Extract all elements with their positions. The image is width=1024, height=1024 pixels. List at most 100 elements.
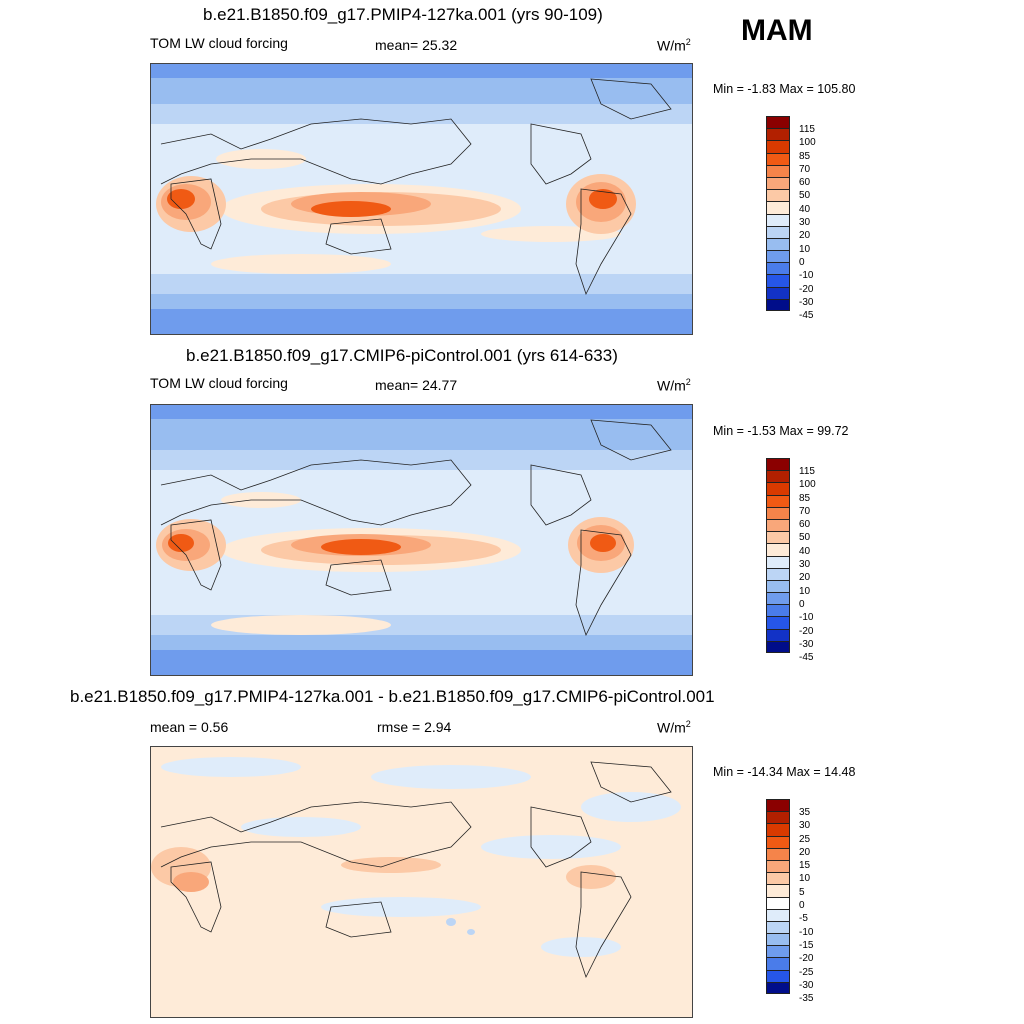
panel3-units: W/m2 <box>657 719 691 736</box>
colorbar-tick: 100 <box>799 479 816 491</box>
colorbar-tick: 40 <box>799 545 811 557</box>
colorbar-swatch <box>766 604 790 617</box>
colorbar-tick: 20 <box>799 846 811 858</box>
colorbar-swatch <box>766 981 790 994</box>
colorbar-tick: -10 <box>799 612 814 624</box>
panel1-variable: TOM LW cloud forcing <box>150 35 288 51</box>
colorbar-tick: 85 <box>799 150 811 162</box>
colorbar-tick: -45 <box>799 310 814 322</box>
panel2-map <box>150 404 693 676</box>
colorbar-swatch <box>766 969 790 982</box>
colorbar-tick: 35 <box>799 807 811 818</box>
colorbar-swatch <box>766 201 790 214</box>
colorbar-swatch <box>766 152 790 165</box>
panel2-units: W/m2 <box>657 377 691 394</box>
panel3-mean: mean = 0.56 <box>150 719 229 735</box>
colorbar-swatch <box>766 945 790 958</box>
colorbar-swatch <box>766 592 790 605</box>
panel1-colorbar <box>766 116 790 311</box>
colorbar-tick: 50 <box>799 532 811 544</box>
colorbar-swatch <box>766 494 790 507</box>
colorbar-tick: 0 <box>799 598 805 610</box>
colorbar-swatch <box>766 835 790 848</box>
colorbar-tick: 40 <box>799 203 811 215</box>
colorbar-tick: 20 <box>799 230 811 242</box>
colorbar-swatch <box>766 286 790 299</box>
colorbar-tick: 115 <box>799 124 815 135</box>
colorbar-tick: -20 <box>799 625 814 637</box>
colorbar-swatch <box>766 579 790 593</box>
panel1-title: b.e21.B1850.f09_g17.PMIP4-127ka.001 (yrs… <box>203 5 603 24</box>
colorbar-tick: -10 <box>799 926 814 938</box>
panel3-title: b.e21.B1850.f09_g17.PMIP4-127ka.001 - b.… <box>70 687 715 706</box>
colorbar-tick: -5 <box>799 913 808 925</box>
colorbar-tick: 10 <box>799 873 811 885</box>
panel3-colorbar-ticks: 35 30 25 20 15 10 5 0 -5 -10 -15 -20 -25… <box>799 806 813 1005</box>
colorbar-tick: -30 <box>799 296 814 308</box>
panel1-minmax: Min = -1.83 Max = 105.80 <box>713 82 856 96</box>
colorbar-swatch <box>766 458 790 471</box>
season-label: MAM <box>741 14 813 47</box>
colorbar-tick: 70 <box>799 163 811 175</box>
colorbar-tick: 15 <box>799 860 811 872</box>
panel2-colorbar-ticks: 115 100 85 70 60 50 40 30 20 10 0 -10 -2… <box>799 465 816 664</box>
colorbar-swatch <box>766 908 790 921</box>
colorbar-swatch <box>766 189 790 202</box>
colorbar-swatch <box>766 274 790 287</box>
colorbar-swatch <box>766 823 790 836</box>
colorbar-tick: 0 <box>799 900 805 912</box>
panel2-minmax: Min = -1.53 Max = 99.72 <box>713 424 849 438</box>
colorbar-tick: 30 <box>799 217 811 229</box>
panel1-mean: mean= 25.32 <box>375 37 458 53</box>
colorbar-swatch <box>766 482 790 495</box>
colorbar-swatch <box>766 213 790 226</box>
colorbar-swatch <box>766 555 790 568</box>
colorbar-tick: -35 <box>799 993 814 1005</box>
colorbar-swatch <box>766 884 790 897</box>
colorbar-swatch <box>766 298 790 311</box>
colorbar-swatch <box>766 811 790 824</box>
colorbar-tick: 25 <box>799 833 811 845</box>
colorbar-swatch <box>766 957 790 970</box>
panel3-map <box>150 746 693 1018</box>
colorbar-swatch <box>766 567 790 580</box>
colorbar-swatch <box>766 116 790 129</box>
panel1-colorbar-ticks: 115 100 85 70 60 50 40 30 20 10 0 -10 -2… <box>799 123 816 322</box>
colorbar-swatch <box>766 518 790 532</box>
colorbar-swatch <box>766 628 790 641</box>
colorbar-swatch <box>766 237 790 251</box>
colorbar-tick: -30 <box>799 638 814 650</box>
colorbar-tick: 115 <box>799 466 815 477</box>
colorbar-swatch <box>766 262 790 275</box>
colorbar-swatch <box>766 531 790 544</box>
panel1-units: W/m2 <box>657 37 691 54</box>
colorbar-swatch <box>766 470 790 483</box>
colorbar-tick: 50 <box>799 190 811 202</box>
colorbar-tick: 10 <box>799 243 811 255</box>
colorbar-swatch <box>766 933 790 946</box>
colorbar-swatch <box>766 128 790 141</box>
colorbar-swatch <box>766 225 790 238</box>
colorbar-tick: -45 <box>799 652 814 664</box>
colorbar-tick: -15 <box>799 939 814 951</box>
colorbar-swatch <box>766 799 790 812</box>
colorbar-tick: 70 <box>799 505 811 517</box>
panel2-variable: TOM LW cloud forcing <box>150 375 288 391</box>
colorbar-swatch <box>766 164 790 177</box>
colorbar-tick: -10 <box>799 270 814 282</box>
colorbar-tick: -20 <box>799 283 814 295</box>
colorbar-tick: 100 <box>799 137 816 149</box>
colorbar-swatch <box>766 140 790 153</box>
panel3-minmax: Min = -14.34 Max = 14.48 <box>713 765 856 779</box>
colorbar-swatch <box>766 506 790 519</box>
panel2-mean: mean= 24.77 <box>375 377 458 393</box>
colorbar-swatch <box>766 896 790 909</box>
colorbar-tick: 85 <box>799 492 811 504</box>
colorbar-swatch <box>766 872 790 885</box>
colorbar-swatch <box>766 543 790 556</box>
colorbar-swatch <box>766 859 790 873</box>
colorbar-swatch <box>766 640 790 653</box>
panel2-colorbar <box>766 458 790 653</box>
colorbar-tick: 5 <box>799 886 805 898</box>
colorbar-tick: 10 <box>799 585 811 597</box>
